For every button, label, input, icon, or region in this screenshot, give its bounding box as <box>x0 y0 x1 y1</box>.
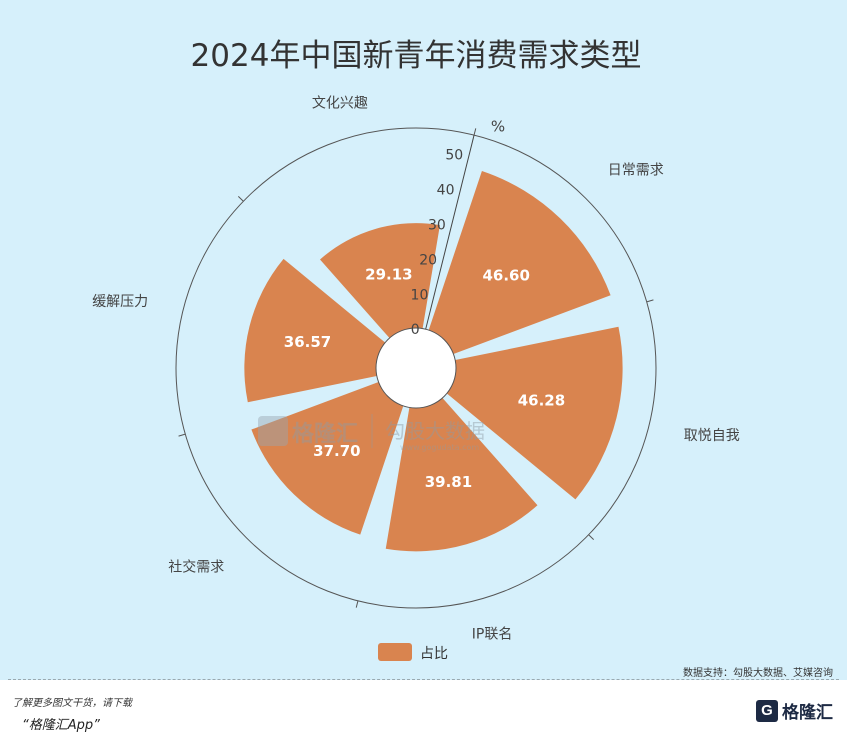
radial-axis: 0 10 20 30 40 50% <box>411 117 506 338</box>
bar-2 <box>385 397 538 552</box>
radial-tick-label: 30 <box>428 217 446 233</box>
angular-tick <box>588 534 595 540</box>
center-hole <box>375 327 457 409</box>
value-label-0: 46.60 <box>482 267 529 285</box>
bar-0 <box>428 170 611 354</box>
angular-tick <box>237 196 244 202</box>
category-label-3: 社交需求 <box>168 559 224 576</box>
source-note: 数据支持：勾股大数据、艾媒咨询 <box>683 668 833 679</box>
watermark-logo-icon <box>258 416 288 446</box>
watermark: 格隆汇 勾股大数据 www.gogudata.com <box>258 414 485 452</box>
angular-tick <box>473 128 477 136</box>
category-label-2: IP联名 <box>472 626 513 642</box>
legend-swatch <box>378 643 412 661</box>
angular-tick <box>646 299 654 303</box>
category-label-0: 日常需求 <box>608 162 664 178</box>
radial-tick-label: 10 <box>411 287 429 303</box>
watermark-partner: 勾股大数据 <box>385 419 485 443</box>
radial-tick-label: 40 <box>437 182 455 198</box>
value-label-3: 37.70 <box>313 442 360 460</box>
bar-1 <box>446 326 623 500</box>
bar-3 <box>251 382 404 535</box>
divider <box>8 679 839 680</box>
category-label-5: 文化兴趣 <box>312 96 368 112</box>
value-label-4: 36.57 <box>284 333 331 351</box>
angular-ticks <box>178 128 654 608</box>
bars <box>244 170 623 552</box>
footer: 了解更多图文干货，请下载 “格隆汇App” G 格隆汇 <box>0 680 847 747</box>
logo-text: 格隆汇 <box>782 703 833 723</box>
radial-tick-label: 20 <box>419 252 437 268</box>
category-label-1: 取悦自我 <box>684 428 740 444</box>
bar-5 <box>320 223 440 339</box>
category-label-4: 缓解压力 <box>92 294 148 310</box>
value-label-1: 46.28 <box>518 391 565 409</box>
promo-line1: 了解更多图文干货，请下载 <box>12 698 132 709</box>
radial-tick-label: 0 <box>411 322 420 338</box>
angular-tick <box>355 600 359 608</box>
watermark-url: www.gogudata.com <box>400 443 479 452</box>
angular-tick <box>178 433 186 437</box>
value-labels: 46.60 46.28 39.81 37.70 36.57 29.13 <box>284 265 565 491</box>
bar-4 <box>244 258 386 403</box>
chart-title: 2024年中国新青年消费需求类型 <box>191 38 642 74</box>
watermark-brand: 格隆汇 <box>292 421 358 447</box>
outer-axis-ring <box>175 127 657 609</box>
legend-label: 占比 <box>420 646 448 662</box>
polar-bar-chart: 2024年中国新青年消费需求类型 格隆汇 勾股大数据 www.gogudata.… <box>92 38 740 662</box>
value-label-2: 39.81 <box>425 473 472 491</box>
value-label-5: 29.13 <box>365 265 412 283</box>
promo-line2[interactable]: “格隆汇App” <box>22 718 100 733</box>
footer-logo[interactable]: G 格隆汇 <box>756 698 833 723</box>
radial-tick-label: 50 <box>445 148 463 164</box>
logo-icon: G <box>756 699 778 722</box>
legend: 占比 <box>378 643 448 662</box>
radial-axis-line <box>425 135 475 330</box>
radial-unit-label: % <box>491 117 505 135</box>
